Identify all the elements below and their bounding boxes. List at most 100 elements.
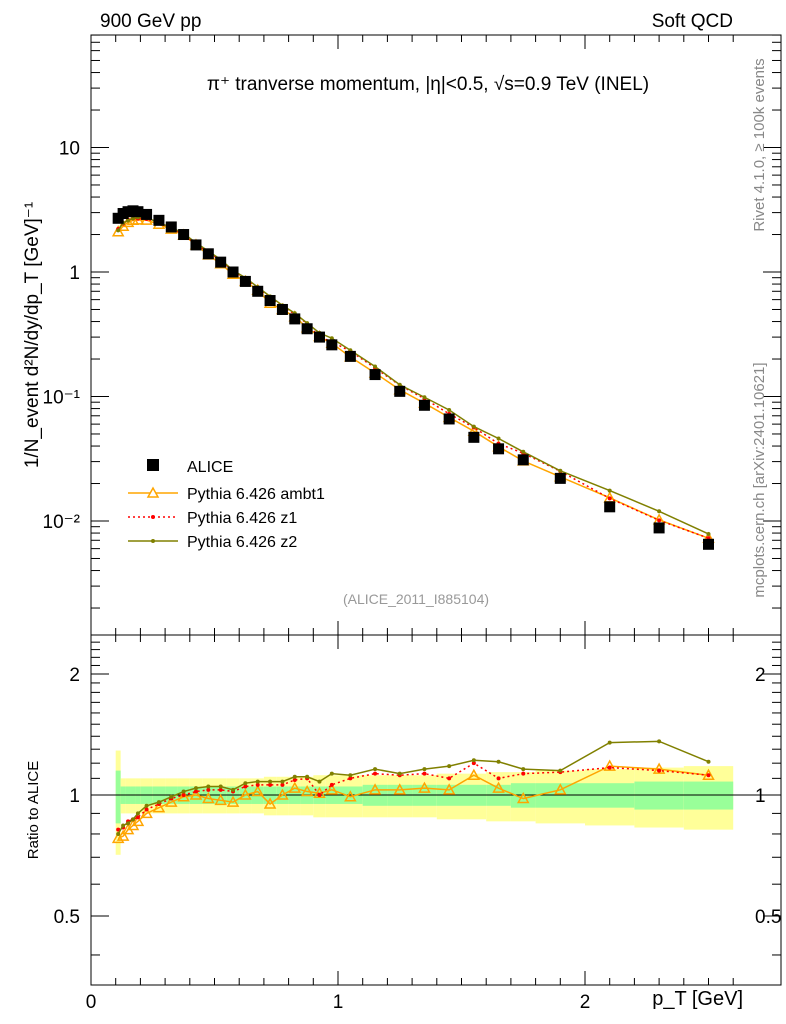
series-point <box>126 218 131 223</box>
y-tick-label: 1 <box>69 263 80 284</box>
ratio-point <box>263 797 277 809</box>
mcplots-credit: mcplots.cern.ch [arXiv:2401.10621] <box>751 362 768 597</box>
ratio-point <box>276 788 289 800</box>
legend-marker-0 <box>146 486 160 498</box>
legend: ALICE Pythia 6.426 ambt1 Pythia 6.426 z1 Py… <box>128 459 325 551</box>
ratio-point <box>288 781 302 793</box>
ratio-point <box>422 771 427 776</box>
ratio-point <box>607 765 612 770</box>
x-tick-label: 2 <box>580 992 591 1013</box>
alice-data-point <box>493 443 505 455</box>
ratio-plot-frame <box>90 634 782 986</box>
y-tick-label: 10⁻² <box>43 512 81 533</box>
ratio-point <box>121 823 126 828</box>
alice-data-point <box>554 472 566 484</box>
series-point <box>521 449 526 454</box>
ratio-y-tick-label: 1 <box>69 786 80 807</box>
ratio-point <box>193 786 198 791</box>
ratio-point <box>116 829 130 841</box>
alice-data-point <box>153 214 165 226</box>
ratio-point <box>521 767 526 772</box>
ratio-point <box>177 790 190 802</box>
ratio-point <box>348 776 353 781</box>
ratio-point <box>218 787 223 792</box>
ratio-point <box>130 817 135 822</box>
ratio-point <box>657 768 662 773</box>
alice-data-point <box>313 331 325 343</box>
ratio-point <box>516 791 530 804</box>
alice-data-point <box>289 313 301 325</box>
ratio-point <box>280 779 285 784</box>
ratio-point <box>193 789 198 794</box>
ratio-point <box>471 758 476 763</box>
alice-data-point <box>141 208 153 220</box>
ratio-point <box>156 800 161 805</box>
ratio-point <box>243 781 248 786</box>
series-point <box>111 225 125 237</box>
ratio-point <box>317 779 322 784</box>
ratio-point <box>140 806 153 819</box>
ratio-point <box>329 782 334 787</box>
ratio-point <box>305 774 310 779</box>
alice-data-point <box>264 295 276 307</box>
ratio-point <box>607 740 612 745</box>
alice-data-point <box>178 229 190 241</box>
alice-data-point <box>227 266 239 278</box>
alice-data-point <box>517 454 529 466</box>
ratio-y-tick-label-right: 2 <box>755 665 766 686</box>
legend-label-0: Pythia 6.426 ambt1 <box>187 486 325 503</box>
ratio-point <box>397 771 402 776</box>
ratio-point <box>181 793 186 797</box>
alice-data-point <box>418 399 430 411</box>
ratio-point <box>292 777 297 782</box>
x-tick-label: 0 <box>86 992 97 1013</box>
alice-data-point <box>703 538 714 550</box>
header-left: 900 GeV pp <box>100 11 201 32</box>
legend-label-1: Pythia 6.426 z1 <box>187 510 297 527</box>
ratio-point <box>348 773 353 778</box>
ratio-y-tick-label: 0.5 <box>54 907 80 928</box>
ratio-point <box>418 781 431 793</box>
chart-title: π⁺ tranverse momentum, |η|<0.5, √s=0.9 T… <box>207 74 649 95</box>
ratio-point <box>181 789 186 794</box>
ratio-point <box>131 814 145 827</box>
ratio-point <box>239 788 252 800</box>
ratio-point <box>255 779 260 784</box>
alice-data-point <box>301 323 313 335</box>
legend-marker-2 <box>151 539 155 543</box>
legend-label-alice: ALICE <box>187 459 233 476</box>
ratio-point <box>329 771 334 776</box>
ratio-point <box>317 793 322 797</box>
ratio-point <box>368 783 382 795</box>
ratio-point <box>652 762 666 774</box>
alice-data-point <box>394 385 406 397</box>
series-point <box>329 336 334 341</box>
ratio-point <box>111 831 125 844</box>
alice-data-point <box>252 285 264 297</box>
ratio-point <box>226 795 240 807</box>
ratio-point <box>202 791 215 804</box>
y-tick-label: 10⁻¹ <box>43 388 81 409</box>
ratio-point <box>268 782 273 787</box>
data-marks <box>111 205 715 844</box>
ratio-point <box>657 739 662 744</box>
alice-data-point <box>165 221 177 233</box>
ratio-point <box>251 784 264 797</box>
ratio-point <box>373 771 378 776</box>
ratio-point <box>373 767 378 772</box>
series-line-1 <box>117 217 709 539</box>
alice-data-point <box>369 369 381 381</box>
stat-uncertainty-band <box>634 781 684 810</box>
series-point <box>706 531 711 536</box>
ratio-point <box>706 773 711 778</box>
ratio-point <box>280 782 285 787</box>
series-point <box>471 424 476 429</box>
ratio-point <box>169 794 174 799</box>
y-axis-label: 1/N_event d²N/dy/dp_T [GeV]⁻¹ <box>22 202 43 468</box>
ratio-point <box>422 767 427 772</box>
series-point <box>496 436 501 441</box>
ratio-point <box>496 759 501 764</box>
ratio-point <box>447 776 452 781</box>
series-point <box>607 496 612 501</box>
ratio-point <box>702 768 715 780</box>
